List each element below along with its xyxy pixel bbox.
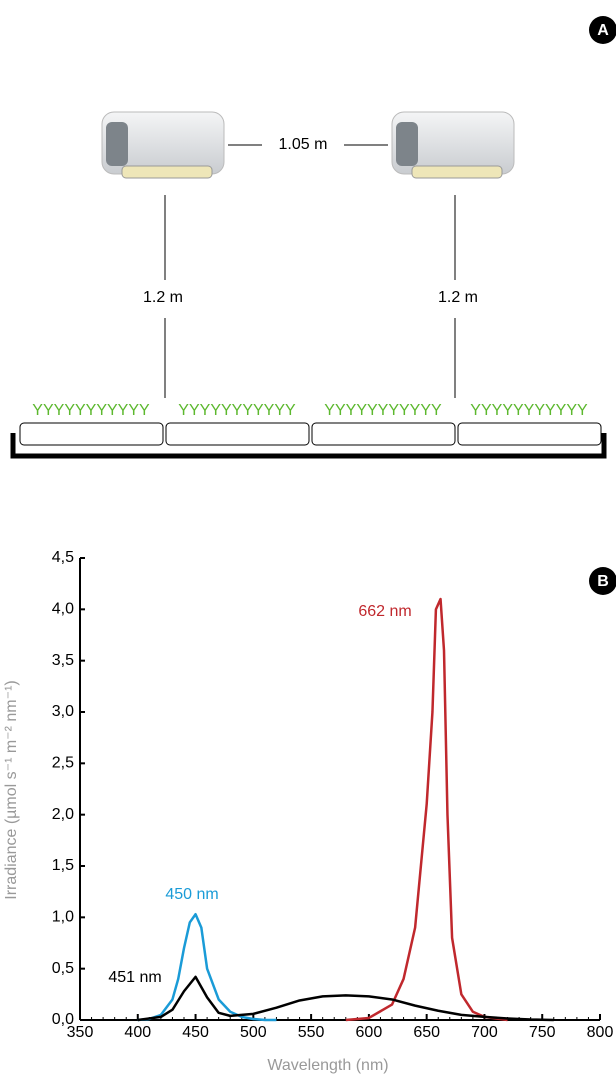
x-tick-label: 550: [298, 1024, 325, 1041]
panel-label: A: [597, 22, 609, 39]
x-tick-label: 800: [587, 1024, 614, 1041]
x-tick-label: 500: [240, 1024, 267, 1041]
x-tick-label: 400: [124, 1024, 151, 1041]
y-tick-label: 3,0: [52, 703, 74, 720]
spacing-label: 1.05 m: [279, 136, 328, 153]
x-tick-label: 700: [471, 1024, 498, 1041]
tray: [20, 423, 163, 445]
x-axis-label: Wavelength (nm): [267, 1057, 388, 1074]
annotation: 450 nm: [165, 886, 218, 903]
plants: YYYYYYYYYYY: [32, 402, 150, 419]
annotation: 451 nm: [108, 969, 161, 986]
y-tick-label: 0,5: [52, 960, 74, 977]
series-line: [346, 599, 508, 1020]
y-tick-label: 1,5: [52, 857, 74, 874]
tray: [166, 423, 309, 445]
y-tick-label: 1,0: [52, 909, 74, 926]
tray: [458, 423, 601, 445]
y-tick-label: 3,5: [52, 652, 74, 669]
plants: YYYYYYYYYYY: [470, 402, 588, 419]
plants: YYYYYYYYYYY: [178, 402, 296, 419]
height-label: 1.2 m: [438, 289, 478, 306]
figure: A 1.05 m 1.2 m 1.2 m YYYYYYYYYYYYYYYYYYY…: [0, 0, 616, 1076]
plant-row: YYYYYYYYYYY YYYYYYYYYYY YYYYYYYYYYY YYYYYYY…: [32, 402, 588, 419]
x-tick-label: 450: [182, 1024, 209, 1041]
series-line: [138, 914, 277, 1020]
y-tick-label: 2,0: [52, 806, 74, 823]
height-label: 1.2 m: [143, 289, 183, 306]
x-tick-label: 600: [356, 1024, 383, 1041]
lamp: [392, 112, 514, 178]
panel-label: B: [597, 573, 609, 590]
y-tick-label: 4,5: [52, 549, 74, 566]
y-tick-label: 2,5: [52, 755, 74, 772]
tray: [312, 423, 455, 445]
page: A 1.05 m 1.2 m 1.2 m YYYYYYYYYYYYYYYYYYY…: [0, 0, 616, 1076]
y-tick-label: 4,0: [52, 601, 74, 618]
y-axis-label: Irradiance (µmol s⁻¹ m⁻² nm⁻¹): [3, 680, 20, 899]
x-tick-label: 750: [529, 1024, 556, 1041]
series-line: [138, 977, 554, 1020]
lamp: [102, 112, 224, 178]
annotation: 662 nm: [358, 603, 411, 620]
plants: YYYYYYYYYYY: [324, 402, 442, 419]
x-tick-label: 350: [67, 1024, 94, 1041]
x-tick-label: 650: [413, 1024, 440, 1041]
